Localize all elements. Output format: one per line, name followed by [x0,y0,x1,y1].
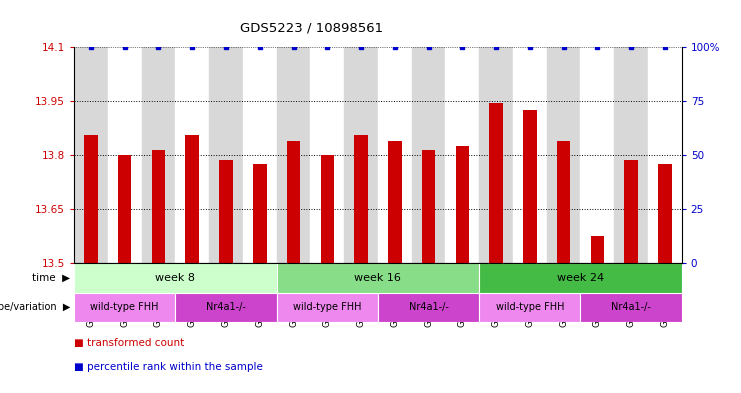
Bar [176,293,276,322]
Bar [74,263,276,293]
Bar [84,135,98,263]
Bar [479,293,580,322]
Bar [253,164,267,263]
Bar [152,150,165,263]
Bar [118,155,131,263]
Text: time  ▶: time ▶ [33,273,70,283]
Bar [479,47,513,263]
Bar [321,155,334,263]
Bar [556,141,571,263]
Bar [388,141,402,263]
Bar [142,47,176,263]
Text: GDS5223 / 10898561: GDS5223 / 10898561 [239,22,383,35]
Bar [74,47,108,263]
Text: ■ percentile rank within the sample: ■ percentile rank within the sample [74,362,263,371]
Bar [547,47,580,263]
Bar [378,293,479,322]
Text: Nr4a1-/-: Nr4a1-/- [206,303,246,312]
Bar [479,263,682,293]
Bar [648,47,682,263]
Bar [412,47,445,263]
Text: genotype/variation  ▶: genotype/variation ▶ [0,303,70,312]
Bar [658,164,671,263]
Bar [310,47,344,263]
Bar [219,160,233,263]
Bar [209,47,243,263]
Bar [523,110,536,263]
Bar [378,47,412,263]
Bar [456,146,469,263]
Text: wild-type FHH: wild-type FHH [293,303,362,312]
Bar [276,47,310,263]
Text: Nr4a1-/-: Nr4a1-/- [611,303,651,312]
Bar [625,160,638,263]
Text: ■ transformed count: ■ transformed count [74,338,185,348]
Bar [276,293,378,322]
Bar [276,263,479,293]
Text: week 8: week 8 [156,273,196,283]
Bar [185,135,199,263]
Text: wild-type FHH: wild-type FHH [90,303,159,312]
Bar [513,47,547,263]
Text: wild-type FHH: wild-type FHH [496,303,564,312]
Bar [445,47,479,263]
Bar [176,47,209,263]
Bar [580,47,614,263]
Text: week 24: week 24 [557,273,604,283]
Bar [108,47,142,263]
Bar [344,47,378,263]
Bar [243,47,276,263]
Bar [354,135,368,263]
Text: week 16: week 16 [354,273,402,283]
Bar [422,150,435,263]
Bar [74,293,176,322]
Bar [580,293,682,322]
Bar [614,47,648,263]
Bar [489,103,503,263]
Bar [287,141,300,263]
Text: Nr4a1-/-: Nr4a1-/- [408,303,448,312]
Bar [591,236,604,263]
